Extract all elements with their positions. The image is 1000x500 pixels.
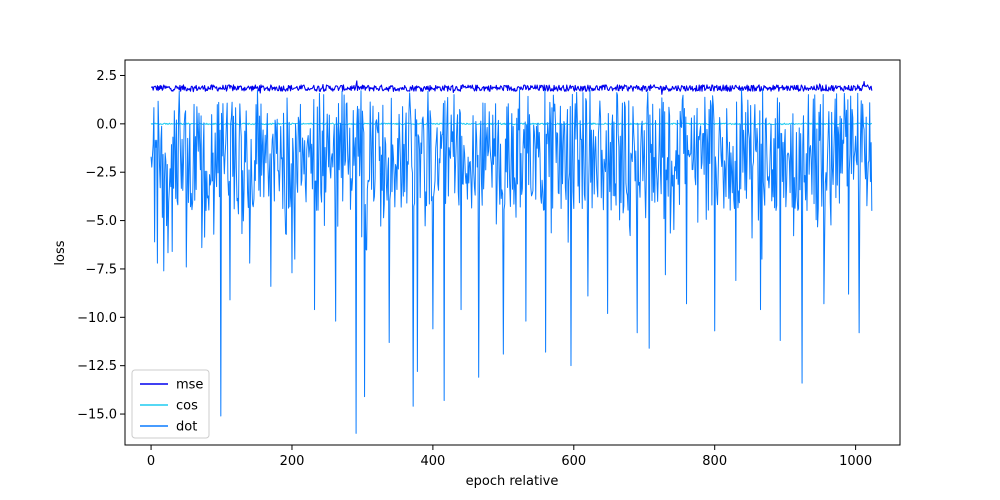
x-tick-label: 1000 <box>839 454 872 469</box>
legend-label-cos: cos <box>176 399 198 414</box>
series-line-mse <box>150 80 873 95</box>
x-tick-label: 800 <box>702 454 727 469</box>
y-axis: 2.5 0.0 −2.5 −5.0 −7.5 −10.0 −12.5 −15.0 <box>77 69 125 423</box>
plot-area <box>150 80 873 434</box>
x-axis: 0 200 400 600 800 1000 <box>147 445 872 469</box>
x-tick-label: 200 <box>280 454 305 469</box>
x-axis-label: epoch relative <box>466 474 559 489</box>
y-tick-label: −5.0 <box>85 214 117 229</box>
legend: mse cos dot <box>131 369 210 439</box>
y-axis-label: loss <box>53 240 68 265</box>
legend-label-dot: dot <box>176 420 197 435</box>
y-tick-label: −12.5 <box>77 359 117 374</box>
legend-box <box>131 369 210 439</box>
x-tick-label: 600 <box>561 454 586 469</box>
y-tick-label: −7.5 <box>85 262 117 277</box>
y-tick-label: −15.0 <box>77 408 117 423</box>
x-tick-label: 0 <box>147 454 155 469</box>
y-tick-label: 2.5 <box>96 69 117 84</box>
axes-frame <box>124 59 901 446</box>
y-tick-label: −2.5 <box>85 166 117 181</box>
series-line-dot <box>150 88 873 434</box>
x-tick-label: 400 <box>420 454 445 469</box>
legend-label-mse: mse <box>176 378 203 393</box>
y-tick-label: 0.0 <box>96 117 117 132</box>
y-tick-label: −10.0 <box>77 311 117 326</box>
